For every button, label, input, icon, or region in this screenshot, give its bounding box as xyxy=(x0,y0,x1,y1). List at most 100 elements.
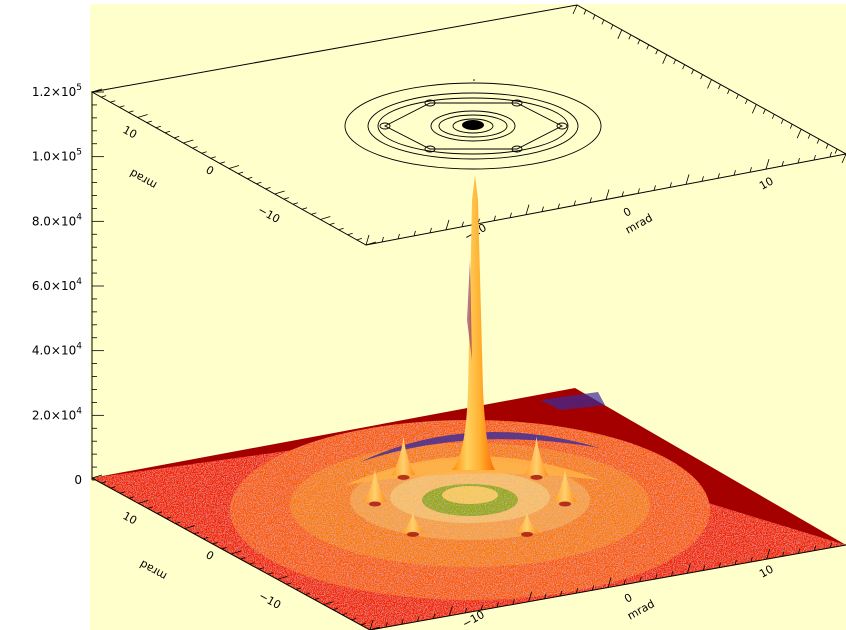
contour-tick xyxy=(771,114,775,119)
contour-satellite xyxy=(424,99,436,107)
contour-tick xyxy=(283,197,289,200)
contour-tick xyxy=(718,84,721,90)
contour-tick xyxy=(329,222,335,225)
z-tick-label: 1.0×105 xyxy=(32,148,82,164)
central-spike-shadow xyxy=(467,260,472,360)
contour-tick xyxy=(311,212,317,215)
base-tick xyxy=(401,619,404,625)
base-tick xyxy=(305,592,311,595)
contour-tick xyxy=(164,130,171,134)
base-tick xyxy=(623,579,626,585)
secondary-peak-base xyxy=(397,474,410,480)
contour-tick xyxy=(751,104,757,114)
contour-tick xyxy=(493,215,496,221)
secondary-peak-base xyxy=(530,474,543,480)
contour-tick xyxy=(292,202,299,205)
contour-plane-ticks xyxy=(91,4,846,246)
contour-tick xyxy=(829,151,832,158)
contour-tick xyxy=(265,187,271,190)
base-tick xyxy=(240,557,246,560)
base-tick xyxy=(575,588,579,594)
base-y-tick-label: 10 xyxy=(121,509,140,527)
secondary-peak xyxy=(553,469,577,502)
contour-tick xyxy=(256,181,262,185)
contour-ring xyxy=(367,92,579,160)
base-tick xyxy=(212,541,218,545)
contour-satellite xyxy=(511,145,523,153)
z-tick-label: 0 xyxy=(74,473,82,487)
contour-ring xyxy=(430,110,516,142)
contour-tick xyxy=(646,44,650,50)
contour-tick xyxy=(110,100,116,103)
contour-tick xyxy=(601,19,605,25)
contour-tick xyxy=(662,54,668,64)
secondary-peak xyxy=(401,513,425,533)
base-tick xyxy=(369,619,374,630)
base-tick xyxy=(91,474,103,479)
contour-tick xyxy=(413,230,416,237)
base-tick xyxy=(128,496,135,499)
contour-tick xyxy=(745,99,748,105)
contour-tick xyxy=(653,185,656,191)
base-tick xyxy=(295,587,301,590)
base-tick xyxy=(267,572,274,575)
contour-tick xyxy=(796,129,802,139)
secondary-peak-base xyxy=(521,531,533,537)
contour-tick xyxy=(320,216,331,220)
z-tick-label: 4.0×104 xyxy=(32,342,82,358)
contour-tick xyxy=(174,136,180,139)
contour-tick xyxy=(655,49,659,55)
contour-tick xyxy=(682,64,685,70)
contour-tick xyxy=(592,14,596,20)
base-tick xyxy=(813,545,817,551)
contour-tick xyxy=(365,234,370,246)
contour-tick xyxy=(781,161,784,167)
base-tick xyxy=(147,506,153,509)
base-tick xyxy=(655,573,658,580)
contour-tick xyxy=(583,9,587,15)
base-tick xyxy=(528,591,533,602)
contour-tick xyxy=(356,238,362,241)
base-tick xyxy=(750,556,753,563)
secondary-peaks xyxy=(363,436,577,537)
contour-tick xyxy=(101,95,107,98)
secondary-peak-base xyxy=(369,501,381,507)
contour-tick xyxy=(128,110,134,113)
base-ticks xyxy=(91,474,846,630)
base-tick xyxy=(277,575,288,580)
secondary-peak xyxy=(391,436,416,476)
contour-tick xyxy=(707,79,712,89)
base-tick xyxy=(639,576,642,582)
contour-tick xyxy=(780,119,784,124)
base-tick xyxy=(464,607,468,614)
base-tick xyxy=(184,525,195,530)
contour-tick xyxy=(816,138,820,144)
base-tick xyxy=(448,605,453,616)
base-tick xyxy=(258,567,264,570)
base-tick xyxy=(734,559,737,565)
contour-tick xyxy=(813,154,816,161)
z-axis: 0 2.0×104 4.0×104 6.0×104 8.0×104 1.0×105 1.2×… xyxy=(32,83,104,487)
secondary-peak xyxy=(524,436,549,476)
contour-tick xyxy=(347,232,353,236)
central-spike xyxy=(452,175,495,470)
base-tick xyxy=(591,585,595,591)
secondary-peak-base xyxy=(407,531,419,537)
base-tick xyxy=(323,601,334,606)
contour-tick xyxy=(673,59,676,65)
contour-tick xyxy=(807,133,811,139)
contour-tick xyxy=(137,114,148,118)
base-tick xyxy=(686,563,691,574)
contour-tick xyxy=(397,233,400,240)
base-tick xyxy=(560,590,563,597)
z-axis-tick-labels: 0 2.0×104 4.0×104 6.0×104 8.0×104 1.0×105 1.2×… xyxy=(32,83,82,487)
contour-tick xyxy=(155,125,162,129)
contour-tick xyxy=(685,174,690,185)
base-tick xyxy=(332,607,339,611)
contour-tick xyxy=(765,159,770,170)
contour-tick xyxy=(701,176,704,182)
z-tick-label: 1.2×105 xyxy=(32,83,82,99)
secondary-peak xyxy=(515,513,539,533)
base-tick xyxy=(782,551,785,557)
